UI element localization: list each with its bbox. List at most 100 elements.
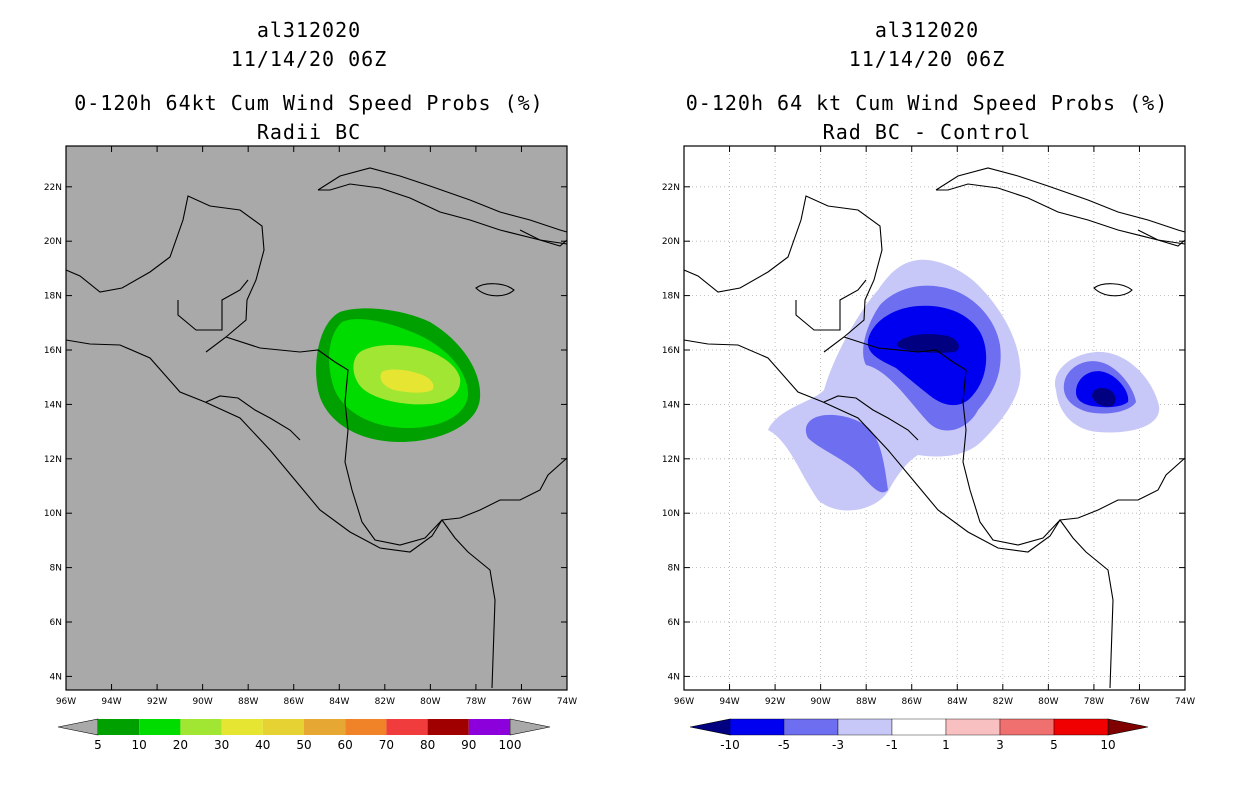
contour-30pct [380, 369, 434, 393]
colorbar-arrow-low [57, 718, 99, 736]
pacific-coast [683, 339, 1114, 689]
x-tick-label: 78W [1084, 697, 1104, 707]
colorbar-label: -10 [720, 738, 740, 752]
east-cuba-tip [519, 229, 568, 247]
y-tick-label: 14N [44, 400, 62, 410]
product-title: 0-120h 64 kt Cum Wind Speed Probs (%) [685, 91, 1169, 115]
colorbar-label: -3 [832, 738, 844, 752]
colorbar-label: 5 [1050, 738, 1058, 752]
y-tick-label: 10N [662, 509, 680, 519]
colorbar-box [386, 719, 428, 735]
probability-map: 96W 94W 92W 90W 88W 86W 84W 82W 80W 78W 76W 74W 4N 6N… [44, 145, 577, 707]
contour-minus10-main [896, 334, 959, 353]
colorbar: 5 10 20 30 40 50 60 70 80 90 100 [57, 718, 551, 752]
gulf-coast-west [683, 195, 883, 353]
x-tick-label: 94W [101, 697, 121, 707]
right-panel: al312020 11/14/20 06Z 0-120h 64 kt Cum W… [618, 0, 1236, 800]
x-tick-label: 76W [1129, 697, 1149, 707]
colorbar-arrow-low [689, 718, 731, 736]
datetime-title: 11/14/20 06Z [848, 47, 1006, 71]
colorbar-box [345, 719, 387, 735]
colorbar-label: 70 [379, 738, 394, 752]
colorbar-boxes: -10 -5 -3 -1 1 3 5 10 [689, 718, 1149, 752]
caribbean-coast [225, 336, 568, 546]
colorbar-box [783, 718, 839, 736]
jamaica [475, 283, 515, 297]
colorbar-box [837, 718, 893, 736]
y-tick-label: 18N [662, 292, 680, 302]
y-tick-label: 10N [44, 509, 62, 519]
colorbar-label: 30 [214, 738, 229, 752]
colorbar-box [1053, 718, 1109, 736]
y-tick-label: 8N [50, 564, 62, 574]
y-tick-label: 4N [668, 672, 680, 682]
x-tick-label: 90W [810, 697, 830, 707]
x-tick-label: 84W [329, 697, 349, 707]
contour-minus3-sw [805, 414, 888, 493]
y-tick-label: 20N [44, 237, 62, 247]
x-tick-label: 90W [192, 697, 212, 707]
colorbar-label: 20 [173, 738, 188, 752]
colorbar-arrow-high [509, 718, 551, 736]
y-tick-label: 12N [662, 455, 680, 465]
storm-id-title: al312020 [256, 18, 362, 42]
y-tick-label: 6N [668, 618, 680, 628]
colorbar-box [427, 719, 469, 735]
cuba [935, 167, 1186, 245]
map-frame [683, 145, 1186, 691]
product-title: 0-120h 64kt Cum Wind Speed Probs (%) [74, 91, 544, 115]
colorbar-box [262, 719, 304, 735]
colorbar: -10 -5 -3 -1 1 3 5 10 [689, 718, 1149, 752]
y-tick-label: 20N [662, 237, 680, 247]
y-tick-label: 4N [50, 672, 62, 682]
jamaica [1093, 283, 1133, 297]
y-tick-label: 22N [44, 183, 62, 193]
x-tick-label: 86W [902, 697, 922, 707]
colorbar-label: -5 [778, 738, 790, 752]
colorbar-box [999, 718, 1055, 736]
east-cuba-tip [1137, 229, 1186, 247]
y-tick-label: 18N [44, 292, 62, 302]
colorbar-label: 1 [942, 738, 950, 752]
map-background [66, 146, 567, 690]
x-tick-label: 80W [1038, 697, 1058, 707]
left-panel: al312020 11/14/20 06Z 0-120h 64kt Cum Wi… [44, 18, 577, 752]
pacific-coast [65, 339, 496, 689]
x-tick-label: 94W [719, 697, 739, 707]
x-tick-label: 82W [375, 697, 395, 707]
map-axes: 96W 94W 92W 90W 88W 86W 84W 82W 80W 78W 76W 74W 4N 6N… [662, 145, 1195, 707]
x-tick-label: 88W [856, 697, 876, 707]
difference-contours [768, 259, 1160, 511]
coastlines [65, 167, 568, 689]
colorbar-box [891, 718, 947, 736]
contour-minus10-east [1092, 388, 1116, 407]
y-tick-label: 16N [44, 346, 62, 356]
colorbar-label: 60 [338, 738, 353, 752]
x-tick-label: 88W [238, 697, 258, 707]
y-tick-label: 16N [662, 346, 680, 356]
y-tick-label: 8N [668, 564, 680, 574]
x-tick-label: 96W [56, 697, 76, 707]
y-tick-label: 14N [662, 400, 680, 410]
x-tick-label: 82W [993, 697, 1013, 707]
x-tick-label: 80W [420, 697, 440, 707]
cuba [317, 167, 568, 245]
x-tick-label: 76W [511, 697, 531, 707]
x-tick-label: 74W [1175, 697, 1195, 707]
y-tick-label: 6N [50, 618, 62, 628]
colorbar-box [468, 719, 510, 735]
political-border [177, 279, 249, 331]
colorbar-label: 40 [255, 738, 270, 752]
map-axes: 96W 94W 92W 90W 88W 86W 84W 82W 80W 78W 76W 74W 4N 6N… [44, 145, 577, 707]
subtitle: Rad BC - Control [822, 120, 1032, 144]
storm-id-title: al312020 [874, 18, 980, 42]
map-frame [65, 145, 568, 691]
colorbar-box [729, 718, 785, 736]
colorbar-label: 100 [499, 738, 522, 752]
x-tick-label: 84W [947, 697, 967, 707]
x-tick-label: 86W [284, 697, 304, 707]
y-tick-label: 22N [662, 183, 680, 193]
datetime-title: 11/14/20 06Z [230, 47, 388, 71]
colorbar-box [304, 719, 346, 735]
gulf-coast-west [65, 195, 265, 353]
